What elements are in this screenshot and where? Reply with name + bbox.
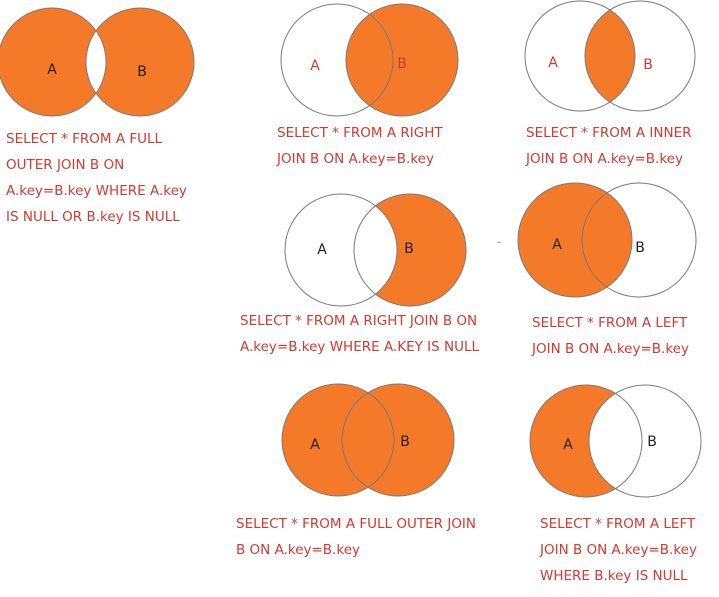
circle-b-outline xyxy=(584,0,696,112)
circle-a-outline xyxy=(0,7,107,117)
circle-a-outline xyxy=(280,3,394,117)
region-a xyxy=(518,183,632,297)
caption-left-join: SELECT * FROM A LEFT JOIN B ON A.key=B.k… xyxy=(532,315,689,357)
circle-b-outline xyxy=(581,182,697,298)
set-label-b: B xyxy=(404,241,414,257)
circle-b-outline xyxy=(341,383,455,497)
circle-a-outline xyxy=(517,182,633,298)
set-label-a: A xyxy=(310,437,320,453)
caption-full-outer-join: SELECT * FROM A FULL OUTER JOIN B ON A.k… xyxy=(236,516,477,558)
region-b-only xyxy=(86,8,194,116)
caption-inner-join: SELECT * FROM A INNER JOIN B ON A.key=B.… xyxy=(526,125,692,167)
region-b xyxy=(342,384,454,496)
region-a-only xyxy=(530,385,642,497)
circle-b-outline xyxy=(588,384,702,498)
set-label-b: B xyxy=(137,64,147,80)
region-intersection xyxy=(585,1,635,111)
circle-b-outline xyxy=(353,193,467,307)
caption-full-outer-excluding: SELECT * FROM A FULL OUTER JOIN B ON A.k… xyxy=(6,131,187,225)
set-label-b: B xyxy=(635,240,645,256)
region-b xyxy=(346,4,458,116)
set-label-b: B xyxy=(643,57,653,73)
circle-a-outline xyxy=(524,0,636,112)
caption-right-join: SELECT * FROM A RIGHT JOIN B ON A.key=B.… xyxy=(277,125,443,167)
circle-a-outline xyxy=(281,383,395,497)
set-label-b: B xyxy=(647,434,657,450)
circle-b-outline xyxy=(345,3,459,117)
circle-b-outline xyxy=(85,7,195,117)
set-label-a: A xyxy=(47,62,57,78)
set-label-b: B xyxy=(397,56,407,72)
circle-a-outline xyxy=(529,384,643,498)
caption-left-join-excluding: SELECT * FROM A LEFT JOIN B ON A.key=B.k… xyxy=(540,516,697,584)
region-b-only xyxy=(354,194,466,306)
set-label-a: A xyxy=(552,237,562,253)
circle-a-outline xyxy=(284,193,398,307)
stray-dash-mark: - xyxy=(497,235,501,249)
set-label-a: A xyxy=(317,242,327,258)
set-label-a: A xyxy=(563,437,573,453)
region-a-only xyxy=(0,8,106,116)
set-label-a: A xyxy=(548,55,558,71)
set-label-a: A xyxy=(310,58,320,74)
caption-right-join-excluding: SELECT * FROM A RIGHT JOIN B ON A.key=B.… xyxy=(240,313,480,355)
set-label-b: B xyxy=(400,434,410,450)
